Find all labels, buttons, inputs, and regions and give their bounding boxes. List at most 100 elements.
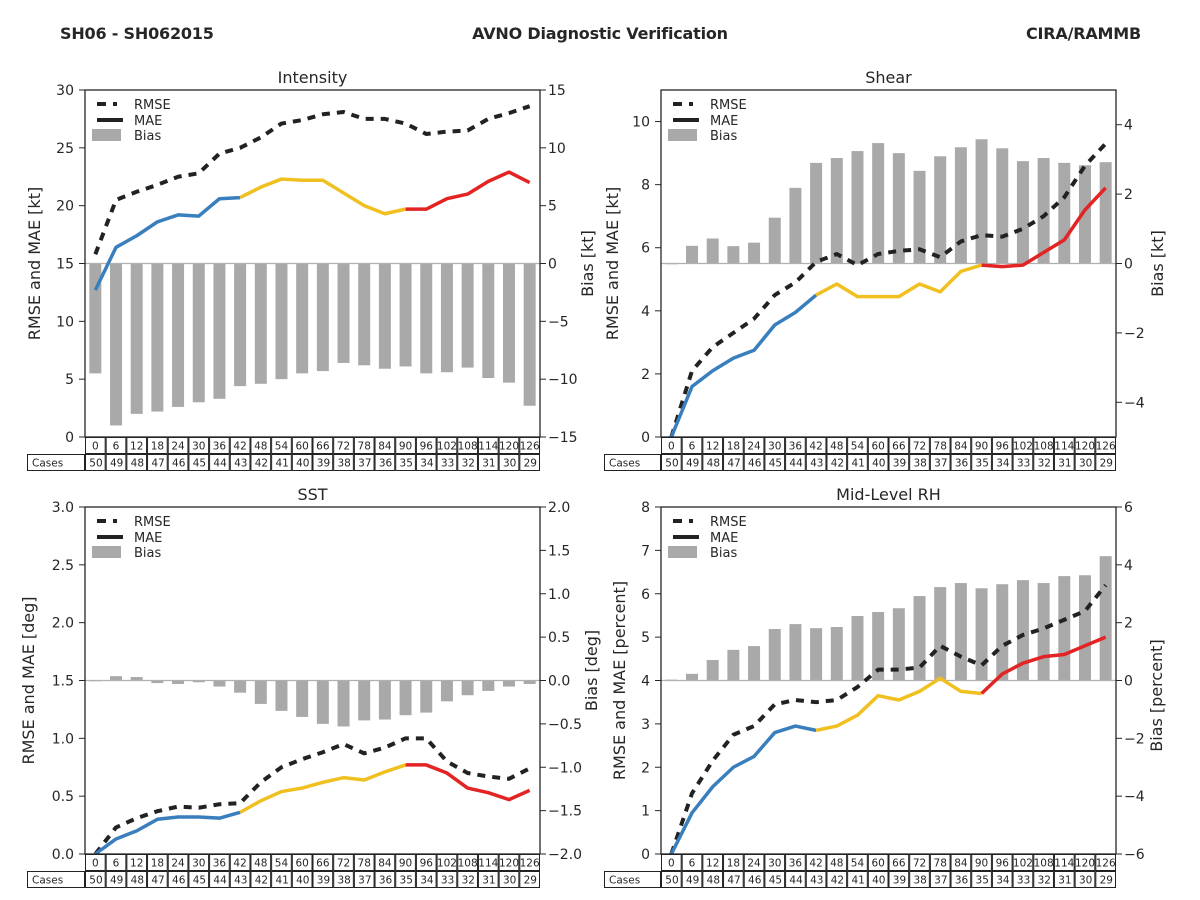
- hour-cell: [85, 437, 106, 454]
- hour-cell: [805, 437, 827, 454]
- hour-cell: [209, 854, 230, 871]
- bias-bar: [461, 680, 474, 696]
- hour-cell: [1074, 437, 1096, 454]
- bias-bar: [851, 616, 864, 681]
- cases-count: 48: [707, 458, 720, 470]
- bias-bar: [727, 649, 740, 681]
- y-tick-label: 5: [65, 372, 74, 388]
- hour-cell: [971, 854, 992, 871]
- hour-cell: [477, 854, 499, 871]
- forecast-hour-label: 90: [975, 858, 988, 870]
- cases-cell: [188, 871, 210, 888]
- cases-table: 0 50 6 49 12 48 18 47 24 46 30 45 36 44 42 43 48 42 54 41 60…: [27, 437, 540, 471]
- forecast-hour-label: 108: [1034, 858, 1054, 870]
- cases-cell: [764, 871, 786, 888]
- bias-bar: [502, 680, 515, 687]
- y-tick-label: 20: [56, 199, 74, 215]
- y-right-axis-label: Bias [kt]: [1148, 230, 1167, 297]
- hour-cell: [1095, 854, 1117, 871]
- bias-bar: [358, 680, 371, 721]
- y-tick-label: 0: [641, 847, 650, 863]
- bias-bar: [378, 263, 391, 369]
- bias-bar: [337, 263, 350, 363]
- hour-cell: [950, 854, 972, 871]
- cases-cell: [374, 454, 396, 471]
- forecast-hour-label: 78: [934, 441, 947, 453]
- y-right-tick-label: 5: [548, 199, 557, 215]
- hour-cell: [888, 854, 910, 871]
- y-right-tick-label: 1.0: [548, 587, 570, 603]
- cases-count: 41: [851, 458, 864, 470]
- hour-cell: [909, 437, 930, 454]
- hour-cell: [312, 437, 334, 454]
- bias-bar: [934, 156, 947, 264]
- cases-cell: [126, 871, 148, 888]
- y-right-tick-label: 0: [1124, 674, 1133, 690]
- cases-cell: [209, 454, 230, 471]
- bias-bar: [420, 680, 433, 713]
- hour-cell: [681, 437, 703, 454]
- forecast-hour-label: 48: [830, 858, 843, 870]
- cases-count: 30: [1079, 458, 1092, 470]
- rmse-line: [669, 583, 1108, 855]
- hour-cell: [950, 437, 972, 454]
- hour-cell: [229, 854, 251, 871]
- mae-line-segment: [239, 177, 406, 216]
- hour-cell: [126, 437, 148, 454]
- hour-cell: [395, 854, 416, 871]
- cases-cell: [415, 454, 437, 471]
- cases-cell: [826, 454, 848, 471]
- y-right-tick-label: 4: [1124, 118, 1133, 134]
- forecast-hour-label: 12: [130, 441, 143, 453]
- cases-cell: [681, 871, 703, 888]
- cases-cell: [291, 454, 313, 471]
- cases-count: 44: [213, 458, 227, 470]
- y-tick-label: 1.5: [52, 674, 74, 690]
- hour-cell: [785, 854, 806, 871]
- cases-cell: [291, 871, 313, 888]
- hour-cell: [457, 854, 478, 871]
- y-right-tick-label: −5: [548, 314, 569, 330]
- y-tick-label: 0: [65, 430, 74, 446]
- bias-bar: [316, 680, 329, 724]
- cases-count: 46: [748, 875, 762, 887]
- forecast-hour-label: 48: [254, 858, 267, 870]
- hour-cell: [291, 437, 313, 454]
- hour-cell: [209, 437, 230, 454]
- cases-cell: [250, 871, 272, 888]
- header-organization: CIRA/RAMMB: [1026, 24, 1141, 43]
- bias-bar: [1016, 580, 1029, 681]
- cases-count: 45: [193, 875, 206, 887]
- cases-cell: [888, 871, 910, 888]
- forecast-hour-label: 90: [975, 441, 988, 453]
- bias-bar: [130, 677, 143, 681]
- forecast-hour-label: 90: [399, 441, 412, 453]
- bias-bar: [1099, 556, 1112, 681]
- forecast-hour-label: 30: [192, 441, 205, 453]
- y-right-tick-label: −2.0: [548, 847, 582, 863]
- cases-count: 29: [524, 875, 537, 887]
- cases-cell: [723, 871, 744, 888]
- cases-count: 39: [893, 875, 906, 887]
- hour-cell: [85, 854, 106, 871]
- y-tick-label: 2.5: [52, 558, 74, 574]
- hour-cell: [105, 854, 127, 871]
- cases-cell: [105, 871, 127, 888]
- cases-cell: [1095, 454, 1117, 471]
- bias-bar: [748, 242, 761, 264]
- cases-count: 49: [110, 875, 123, 887]
- forecast-hour-label: 12: [706, 858, 719, 870]
- cases-cell: [457, 454, 478, 471]
- forecast-hour-label: 72: [913, 858, 926, 870]
- cases-count: 35: [400, 458, 413, 470]
- cases-cell: [147, 871, 168, 888]
- chart-title: Intensity: [278, 68, 348, 87]
- cases-count: 50: [665, 875, 678, 887]
- bias-bar: [1078, 165, 1091, 264]
- forecast-hour-label: 54: [275, 441, 289, 453]
- y-tick-label: 10: [632, 115, 650, 131]
- cases-count: 48: [131, 875, 144, 887]
- forecast-hour-label: 66: [892, 441, 906, 453]
- mae-line-segment: [815, 263, 983, 299]
